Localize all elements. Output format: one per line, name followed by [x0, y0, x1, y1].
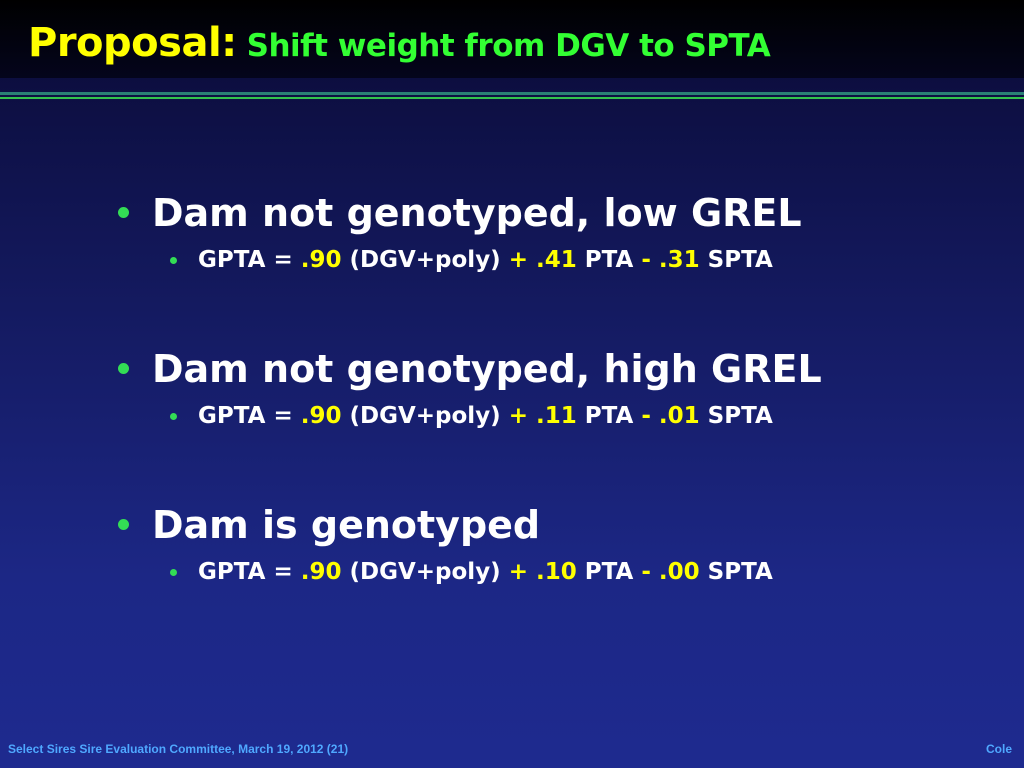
- bullet-icon: [118, 519, 129, 530]
- formula-operator-minus: -: [641, 247, 651, 273]
- bullet-icon: [170, 257, 177, 264]
- formula-term-pta: PTA: [576, 559, 642, 585]
- footer-citation: Select Sires Sire Evaluation Committee, …: [8, 742, 349, 756]
- title-main: Proposal:: [28, 20, 237, 66]
- formula-operator-minus: -: [641, 559, 651, 585]
- formula-weight-spta: .01: [658, 403, 700, 429]
- formula-weight-spta: .00: [658, 559, 700, 585]
- title-bar: [0, 0, 1024, 78]
- item-formula: GPTA = .90 (DGV+poly) + .41 PTA - .31 SP…: [168, 244, 992, 276]
- formula-prefix: GPTA =: [198, 247, 301, 273]
- item-heading: Dam not genotyped, low GREL: [112, 188, 992, 238]
- formula-prefix: GPTA =: [198, 403, 301, 429]
- item-heading: Dam not genotyped, high GREL: [112, 344, 992, 394]
- formula-term-pta: PTA: [576, 247, 642, 273]
- formula-weight-dgv: .90: [300, 559, 342, 585]
- footer-author: Cole: [985, 742, 1012, 756]
- formula-term-pta: PTA: [576, 403, 642, 429]
- formula-operator-minus: -: [641, 403, 651, 429]
- formula-term-dgv: (DGV+poly): [341, 403, 509, 429]
- bullet-icon: [118, 207, 129, 218]
- formula-weight-pta: .11: [536, 403, 577, 429]
- divider-teal: [0, 92, 1024, 95]
- formula-weight-spta: .31: [658, 247, 700, 273]
- formula-operator-plus: +: [508, 559, 528, 585]
- item-formula: GPTA = .90 (DGV+poly) + .10 PTA - .00 SP…: [168, 556, 992, 588]
- formula-weight-dgv: .90: [300, 247, 342, 273]
- formula-term-dgv: (DGV+poly): [341, 559, 509, 585]
- list-item: Dam not genotyped, high GREL GPTA = .90 …: [112, 344, 992, 432]
- formula-term-spta: SPTA: [699, 559, 773, 585]
- item-heading: Dam is genotyped: [112, 500, 992, 550]
- list-item: Dam not genotyped, low GREL GPTA = .90 (…: [112, 188, 992, 276]
- item-formula: GPTA = .90 (DGV+poly) + .11 PTA - .01 SP…: [168, 400, 992, 432]
- bullet-icon: [118, 363, 129, 374]
- formula-term-dgv: (DGV+poly): [341, 247, 509, 273]
- slide-title: Proposal: Shift weight from DGV to SPTA: [28, 20, 771, 66]
- bullet-icon: [170, 569, 177, 576]
- formula-prefix: GPTA =: [198, 559, 301, 585]
- divider-green: [0, 97, 1024, 99]
- item-heading-text: Dam is genotyped: [152, 503, 541, 547]
- formula-weight-pta: .10: [536, 559, 577, 585]
- item-heading-text: Dam not genotyped, high GREL: [152, 347, 822, 391]
- bullet-list: Dam not genotyped, low GREL GPTA = .90 (…: [112, 188, 992, 588]
- formula-term-spta: SPTA: [699, 247, 773, 273]
- formula-operator-plus: +: [508, 247, 528, 273]
- formula-weight-pta: .41: [536, 247, 577, 273]
- title-subtitle: Shift weight from DGV to SPTA: [246, 28, 771, 64]
- bullet-icon: [170, 413, 177, 420]
- formula-weight-dgv: .90: [300, 403, 342, 429]
- list-item: Dam is genotyped GPTA = .90 (DGV+poly) +…: [112, 500, 992, 588]
- item-heading-text: Dam not genotyped, low GREL: [152, 191, 802, 235]
- formula-term-spta: SPTA: [699, 403, 773, 429]
- formula-operator-plus: +: [508, 403, 528, 429]
